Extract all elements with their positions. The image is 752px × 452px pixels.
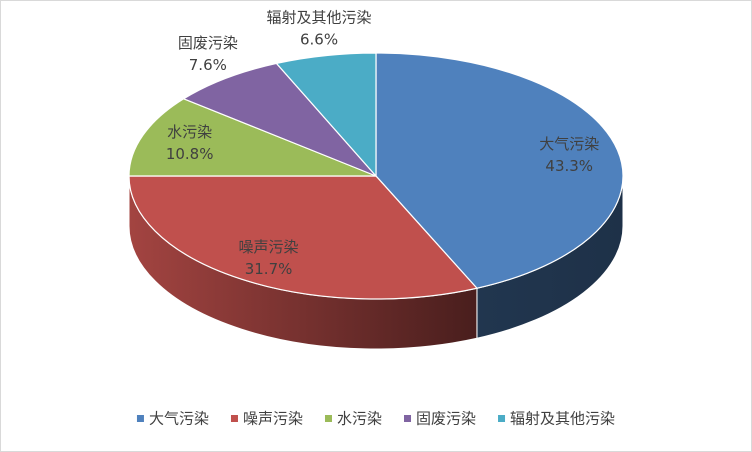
- legend-label: 噪声污染: [243, 410, 303, 428]
- data-label-name: 固废污染: [178, 34, 238, 52]
- slice: [375, 52, 624, 289]
- slice: [128, 175, 479, 300]
- data-label-value: 43.3%: [545, 157, 593, 175]
- legend: 大气污染 噪声污染 水污染 固废污染 辐射及其他污染: [136, 410, 615, 428]
- legend-label: 水污染: [337, 410, 382, 428]
- data-label-name: 噪声污染: [239, 238, 299, 256]
- legend-swatch: [230, 415, 238, 422]
- data-label-value: 31.7%: [245, 260, 293, 278]
- data-label-value: 6.6%: [300, 31, 338, 49]
- slice: [182, 62, 377, 177]
- slice: [128, 98, 377, 177]
- legend-label: 固废污染: [416, 410, 476, 428]
- legend-swatch: [404, 415, 412, 422]
- data-label-name: 水污染: [167, 123, 212, 141]
- legend-label: 辐射及其他污染: [510, 410, 615, 428]
- data-label-value: 7.6%: [189, 56, 227, 74]
- legend-swatch: [498, 415, 506, 422]
- legend-swatch: [324, 415, 332, 422]
- legend-label: 大气污染: [149, 410, 209, 428]
- data-label-value: 10.8%: [166, 145, 214, 163]
- legend-swatch: [136, 415, 144, 422]
- slice: [275, 52, 377, 178]
- data-label-name: 辐射及其他污染: [267, 9, 372, 27]
- data-label-name: 大气污染: [539, 135, 599, 153]
